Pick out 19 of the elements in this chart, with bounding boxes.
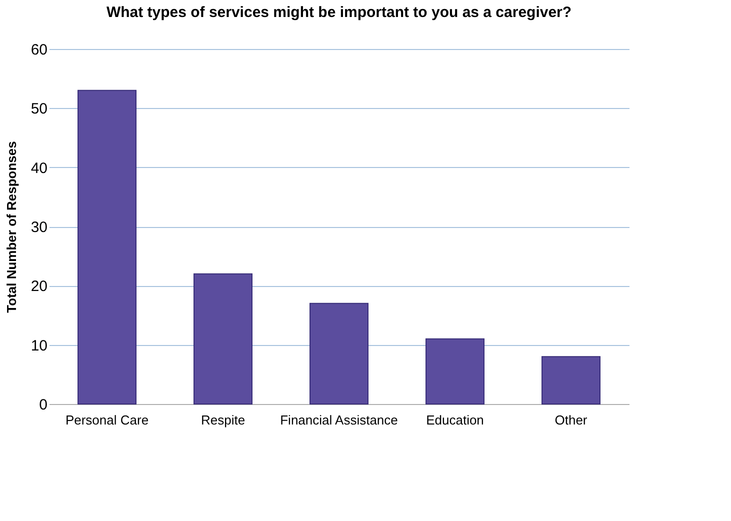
bar xyxy=(310,302,368,404)
y-axis-title: Total Number of Responses xyxy=(4,141,19,313)
bar xyxy=(426,338,484,404)
x-tick-label: Respite xyxy=(200,412,246,428)
x-tick-label: Financial Assistance xyxy=(280,412,398,428)
bar xyxy=(78,90,136,404)
y-tick-label: 60 xyxy=(30,42,48,58)
y-tick-label: 10 xyxy=(30,337,48,354)
bar xyxy=(194,273,252,404)
x-tick-label: Education xyxy=(426,412,484,428)
y-tick-label: 40 xyxy=(30,160,48,177)
chart-title: What types of services might be important to you as a caregiver? xyxy=(106,4,572,21)
x-tick-label: Personal Care xyxy=(65,412,149,428)
y-tick-label: 0 xyxy=(39,396,48,414)
bar xyxy=(542,356,600,404)
y-tick-label: 30 xyxy=(30,219,48,236)
y-tick-label: 20 xyxy=(30,278,48,296)
x-tick-label: Other xyxy=(554,412,588,428)
y-tick-label: 50 xyxy=(30,100,48,118)
